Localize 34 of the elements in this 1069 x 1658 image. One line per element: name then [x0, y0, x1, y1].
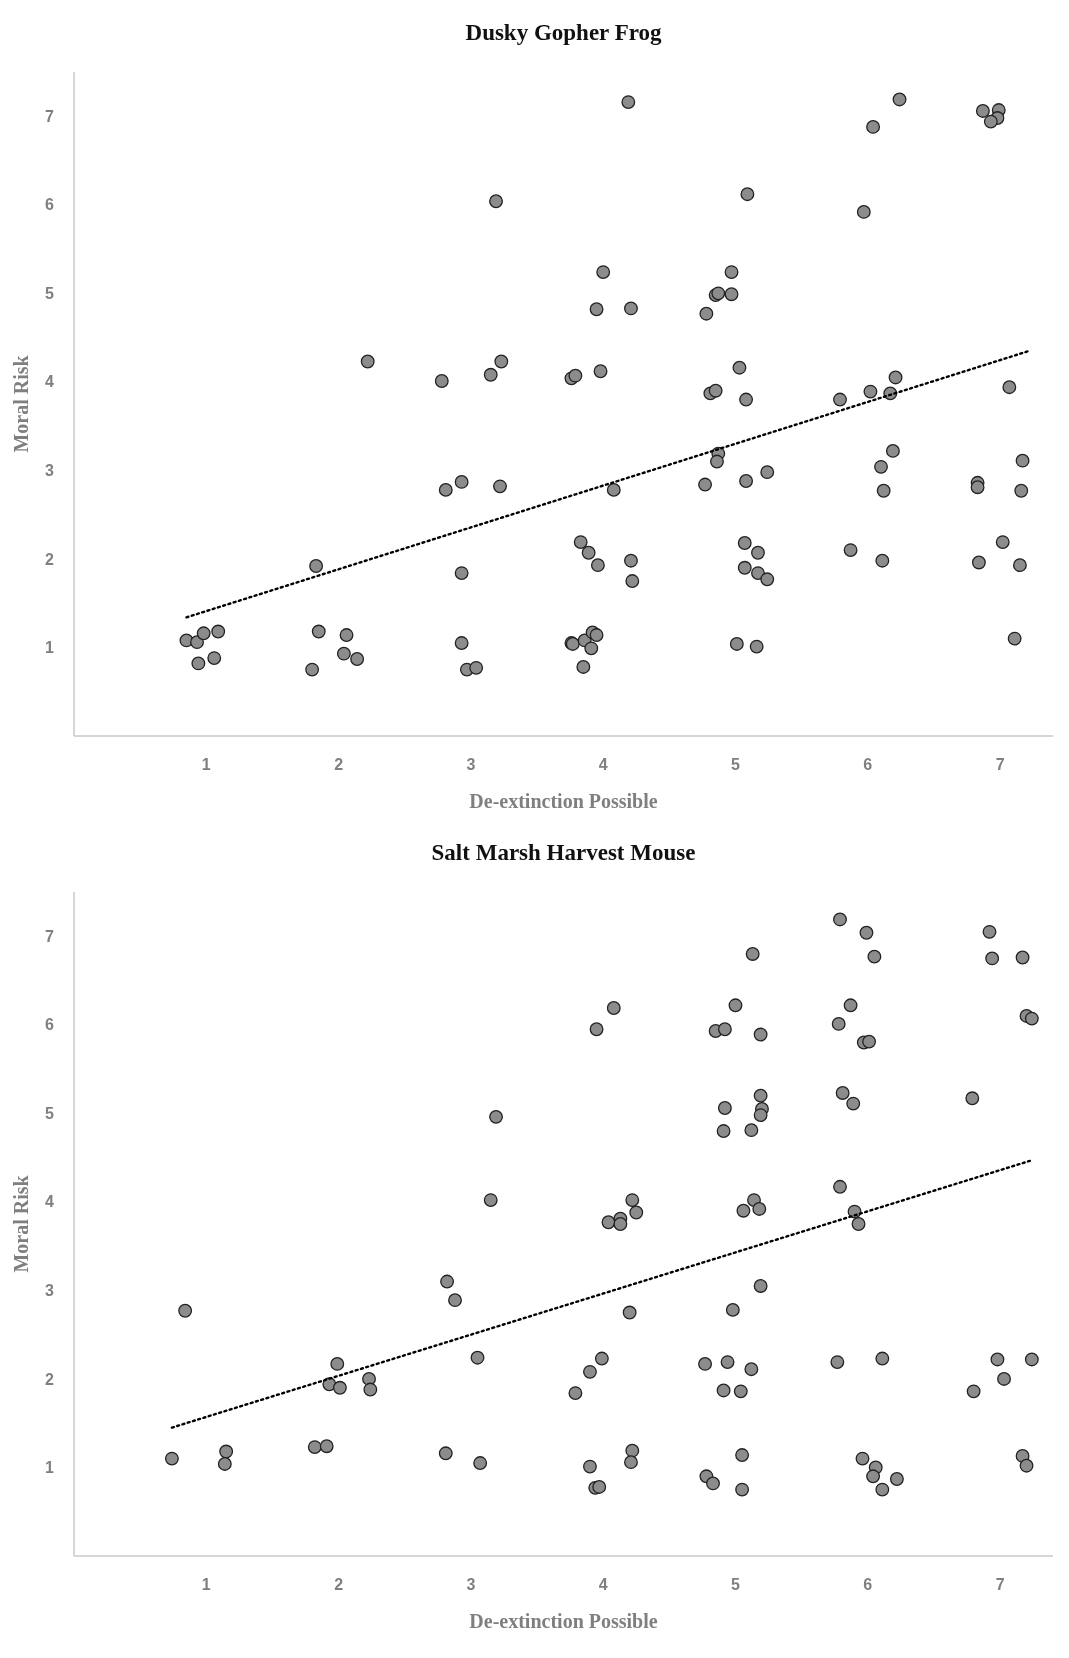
- x-tick-label: 1: [201, 1576, 211, 1593]
- x-tick-label: 6: [863, 756, 873, 773]
- y-tick-label: 7: [45, 927, 55, 945]
- y-tick-label: 6: [45, 196, 55, 214]
- y-tick-label: 2: [45, 550, 55, 568]
- x-axis-title: De-extinction Possible: [469, 1610, 658, 1632]
- y-tick-label: 3: [45, 1282, 55, 1299]
- y-axis-title: Moral Risk: [10, 1174, 32, 1273]
- x-tick-label: 5: [731, 756, 741, 773]
- x-tick-label: 5: [731, 1576, 741, 1593]
- y-tick-label: 4: [45, 373, 55, 391]
- y-tick-label: 2: [45, 1370, 55, 1388]
- y-tick-label: 1: [45, 639, 55, 657]
- x-tick-label: 1: [201, 756, 211, 773]
- chart-title: Dusky Gopher Frog: [465, 20, 662, 45]
- y-tick-label: 7: [45, 107, 55, 125]
- y-tick-label: 4: [45, 1193, 55, 1211]
- x-tick-label: 4: [598, 1576, 608, 1593]
- x-tick-label: 7: [995, 1576, 1005, 1593]
- x-axis-title: De-extinction Possible: [469, 790, 658, 812]
- x-tick-label: 6: [863, 1576, 873, 1593]
- x-tick-label: 4: [598, 756, 608, 773]
- x-tick-label: 7: [995, 756, 1005, 773]
- y-tick-label: 5: [45, 284, 55, 302]
- y-axis-title: Moral Risk: [10, 354, 32, 453]
- x-tick-label: 2: [334, 756, 344, 773]
- y-tick-label: 1: [45, 1459, 55, 1477]
- y-tick-label: 5: [45, 1104, 55, 1122]
- x-tick-label: 3: [466, 756, 476, 773]
- x-tick-label: 3: [466, 1576, 476, 1593]
- x-tick-label: 2: [334, 1576, 344, 1593]
- chart-title: Salt Marsh Harvest Mouse: [431, 840, 696, 865]
- y-tick-label: 3: [45, 462, 55, 479]
- y-tick-label: 6: [45, 1016, 55, 1034]
